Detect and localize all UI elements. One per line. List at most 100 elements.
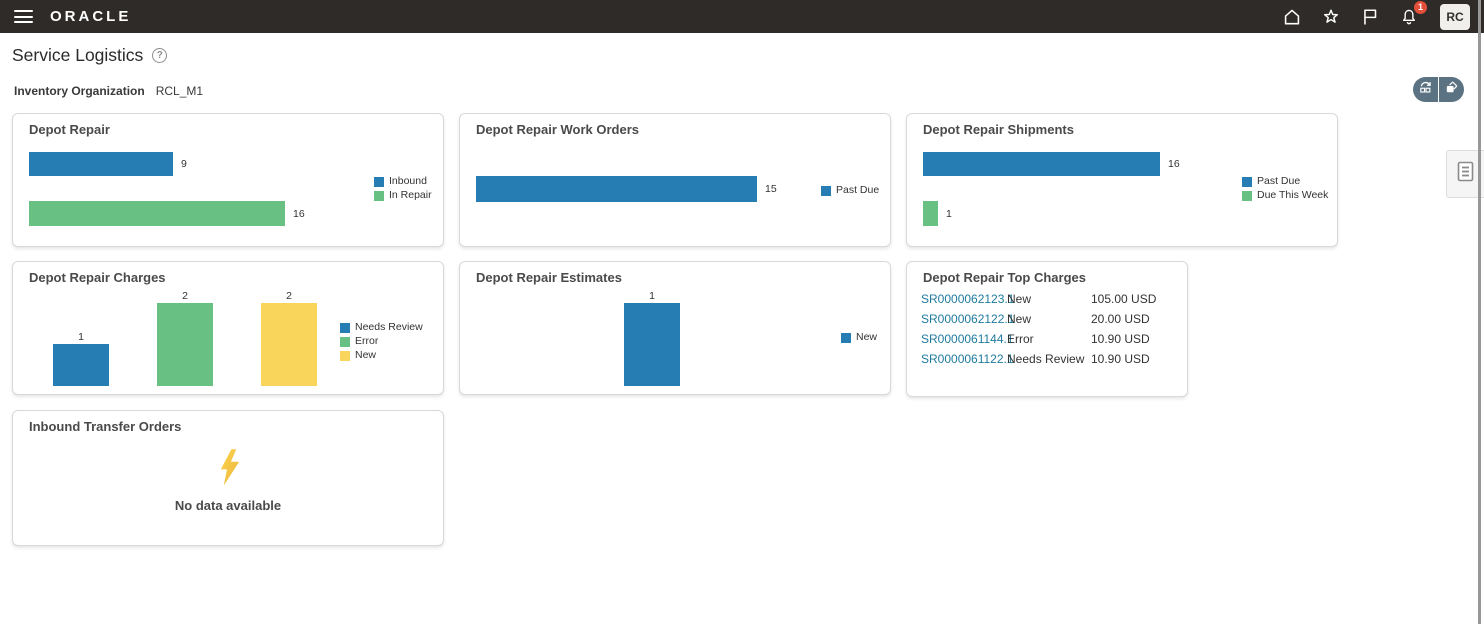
card-depot-repair-shipments: Depot Repair Shipments 16 1 Past Due Due… [906, 113, 1338, 247]
bar-value-label: 1 [78, 331, 84, 343]
legend-swatch [340, 350, 350, 361]
charge-amount: 105.00 USD [1091, 292, 1157, 306]
inventory-organization-value: RCL_M1 [155, 84, 204, 98]
legend-item: Inbound [374, 176, 432, 187]
bar-error[interactable] [157, 303, 213, 386]
legend-item: Due This Week [1242, 190, 1328, 201]
legend-item: Past Due [821, 185, 879, 196]
header-actions: 1 RC [1280, 0, 1470, 30]
bar-inbound[interactable] [29, 152, 173, 176]
chart-legend: Past Due Due This Week [1242, 176, 1328, 201]
legend-item: In Repair [374, 190, 432, 201]
sr-link[interactable]: SR0000062123.1 [921, 292, 1015, 306]
bar-column: 1 [624, 290, 680, 386]
bar-value-label: 2 [182, 290, 188, 302]
oracle-logo: ORACLE [50, 8, 132, 25]
inventory-organization: Inventory Organization RCL_M1 [14, 84, 203, 98]
card-title: Depot Repair Work Orders [476, 122, 640, 137]
favorites-star-icon[interactable] [1319, 5, 1343, 29]
card-depot-repair: Depot Repair 9 16 Inbound In Repair [12, 113, 444, 247]
empty-state: No data available [13, 449, 443, 513]
table-row: SR0000062123.1 New 105.00 USD [921, 289, 1179, 309]
sr-link[interactable]: SR0000062122.1 [921, 312, 1015, 326]
bar-row: 1 [923, 201, 952, 226]
top-charges-table: SR0000062123.1 New 105.00 USD SR00000621… [921, 289, 1179, 369]
home-icon[interactable] [1280, 5, 1304, 29]
notifications-bell-icon[interactable]: 1 [1397, 0, 1427, 29]
card-title: Depot Repair [29, 122, 110, 137]
card-title: Depot Repair Shipments [923, 122, 1074, 137]
card-depot-repair-work-orders: Depot Repair Work Orders 15 Past Due [459, 113, 891, 247]
legend-label: New [355, 349, 377, 361]
layout-stack-button[interactable] [1439, 77, 1464, 102]
menu-icon[interactable] [14, 10, 33, 23]
bar-row: 15 [476, 176, 777, 202]
bar-value-label: 16 [1168, 158, 1180, 170]
sr-link[interactable]: SR0000061122.1 [921, 352, 1014, 366]
bar-value-label: 1 [649, 290, 655, 302]
card-title: Depot Repair Top Charges [923, 270, 1087, 285]
charge-status: New [1007, 292, 1032, 306]
card-title: Inbound Transfer Orders [29, 419, 182, 434]
page-title: Service Logistics [12, 45, 144, 65]
table-row: SR0000061122.1 Needs Review 10.90 USD [921, 349, 1179, 369]
no-data-message: No data available [174, 498, 282, 513]
legend-label: Past Due [836, 184, 880, 196]
global-header: ORACLE 1 RC [0, 0, 1484, 33]
bar-past-due[interactable] [923, 152, 1160, 176]
bar-row: 9 [29, 152, 187, 176]
bar-new[interactable] [624, 303, 680, 386]
refresh-button[interactable] [1413, 77, 1438, 102]
table-row: SR0000062122.1 New 20.00 USD [921, 309, 1179, 329]
card-title: Depot Repair Estimates [476, 270, 622, 285]
help-icon[interactable]: ? [152, 48, 168, 63]
charge-amount: 10.90 USD [1091, 332, 1150, 346]
legend-item: Error [340, 336, 423, 347]
sr-link[interactable]: SR0000061144.1 [921, 332, 1014, 346]
charge-status: New [1007, 312, 1032, 326]
user-avatar[interactable]: RC [1440, 3, 1470, 30]
legend-swatch [374, 190, 384, 201]
dashboard-action-buttons [1413, 77, 1464, 102]
legend-label: Inbound [389, 175, 427, 187]
flag-icon[interactable] [1358, 5, 1382, 29]
bar-column: 1 [53, 331, 109, 386]
card-depot-repair-charges: Depot Repair Charges 1 2 2 Needs Review … [12, 261, 444, 395]
bar-value-label: 16 [293, 207, 305, 220]
legend-item: Needs Review [340, 322, 423, 333]
bar-needs-review[interactable] [53, 344, 109, 386]
legend-item: Past Due [1242, 176, 1328, 187]
charge-status: Needs Review [1007, 352, 1085, 366]
bar-column: 2 [157, 290, 213, 386]
bar-new[interactable] [261, 303, 317, 386]
legend-swatch [1242, 190, 1252, 201]
card-inbound-transfer-orders: Inbound Transfer Orders No data availabl… [12, 410, 444, 546]
legend-swatch [841, 332, 851, 343]
bar-value-label: 15 [765, 183, 777, 195]
charge-status: Error [1007, 332, 1034, 346]
legend-label: In Repair [389, 189, 432, 201]
bar-row: 16 [923, 152, 1180, 176]
bar-value-label: 2 [286, 290, 292, 302]
vertical-scrollbar[interactable] [1478, 0, 1481, 624]
bar-due-this-week[interactable] [923, 201, 938, 226]
chart-legend: Needs Review Error New [340, 322, 423, 361]
legend-swatch [340, 336, 350, 347]
right-panel-handle[interactable] [1446, 150, 1484, 198]
legend-label: Past Due [1257, 175, 1301, 187]
refresh-icon [1418, 80, 1433, 100]
legend-swatch [374, 176, 384, 187]
legend-item: New [841, 332, 877, 343]
legend-label: Needs Review [355, 321, 423, 333]
bar-in-repair[interactable] [29, 201, 285, 226]
legend-item: New [340, 350, 423, 361]
bar-past-due[interactable] [476, 176, 757, 202]
bar-value-label: 9 [181, 158, 187, 170]
legend-swatch [1242, 176, 1252, 187]
chart-legend: Inbound In Repair [374, 176, 432, 201]
legend-label: New [856, 331, 878, 343]
legend-swatch [340, 322, 350, 333]
card-title: Depot Repair Charges [29, 270, 166, 285]
bar-value-label: 1 [946, 207, 952, 220]
